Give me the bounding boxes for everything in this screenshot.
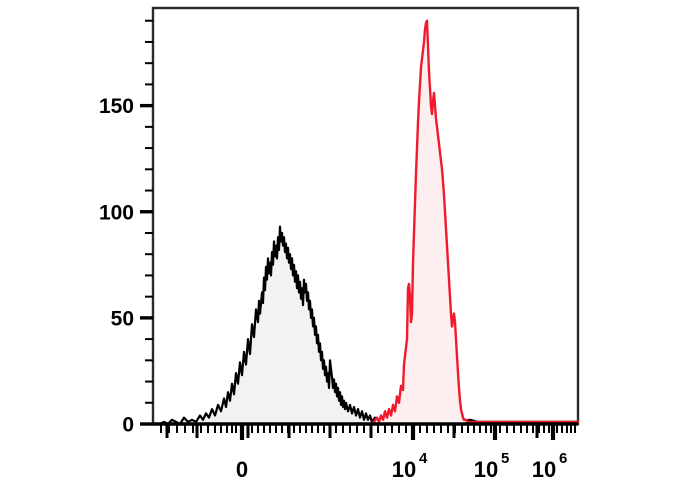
x-tick-label-exponent: 4 (419, 450, 428, 467)
series-fill (160, 226, 578, 424)
x-tick-label-exponent: 6 (559, 450, 567, 467)
series-fill (370, 20, 578, 424)
plot-frame (151, 6, 580, 426)
y-tick-label: 50 (111, 307, 134, 330)
y-tick-label: 0 (122, 414, 134, 437)
x-tick-label: 0 (236, 457, 248, 482)
x-tick-label-exponent: 5 (501, 450, 509, 467)
y-axis-ticks (140, 19, 153, 426)
y-tick-label: 150 (99, 95, 134, 118)
y-axis-tick-labels: 0 50 100 150 (99, 95, 134, 436)
x-tick-label: 10 (474, 457, 498, 482)
series-outline (368, 19, 580, 426)
series-stained-sample (368, 19, 580, 426)
y-tick-label: 100 (99, 201, 134, 224)
x-tick-label: 10 (392, 457, 416, 482)
data-series-layer (158, 19, 580, 426)
x-tick-label: 10 (532, 457, 556, 482)
x-axis-tick-labels: 0 10 4 10 5 10 6 (236, 450, 567, 482)
